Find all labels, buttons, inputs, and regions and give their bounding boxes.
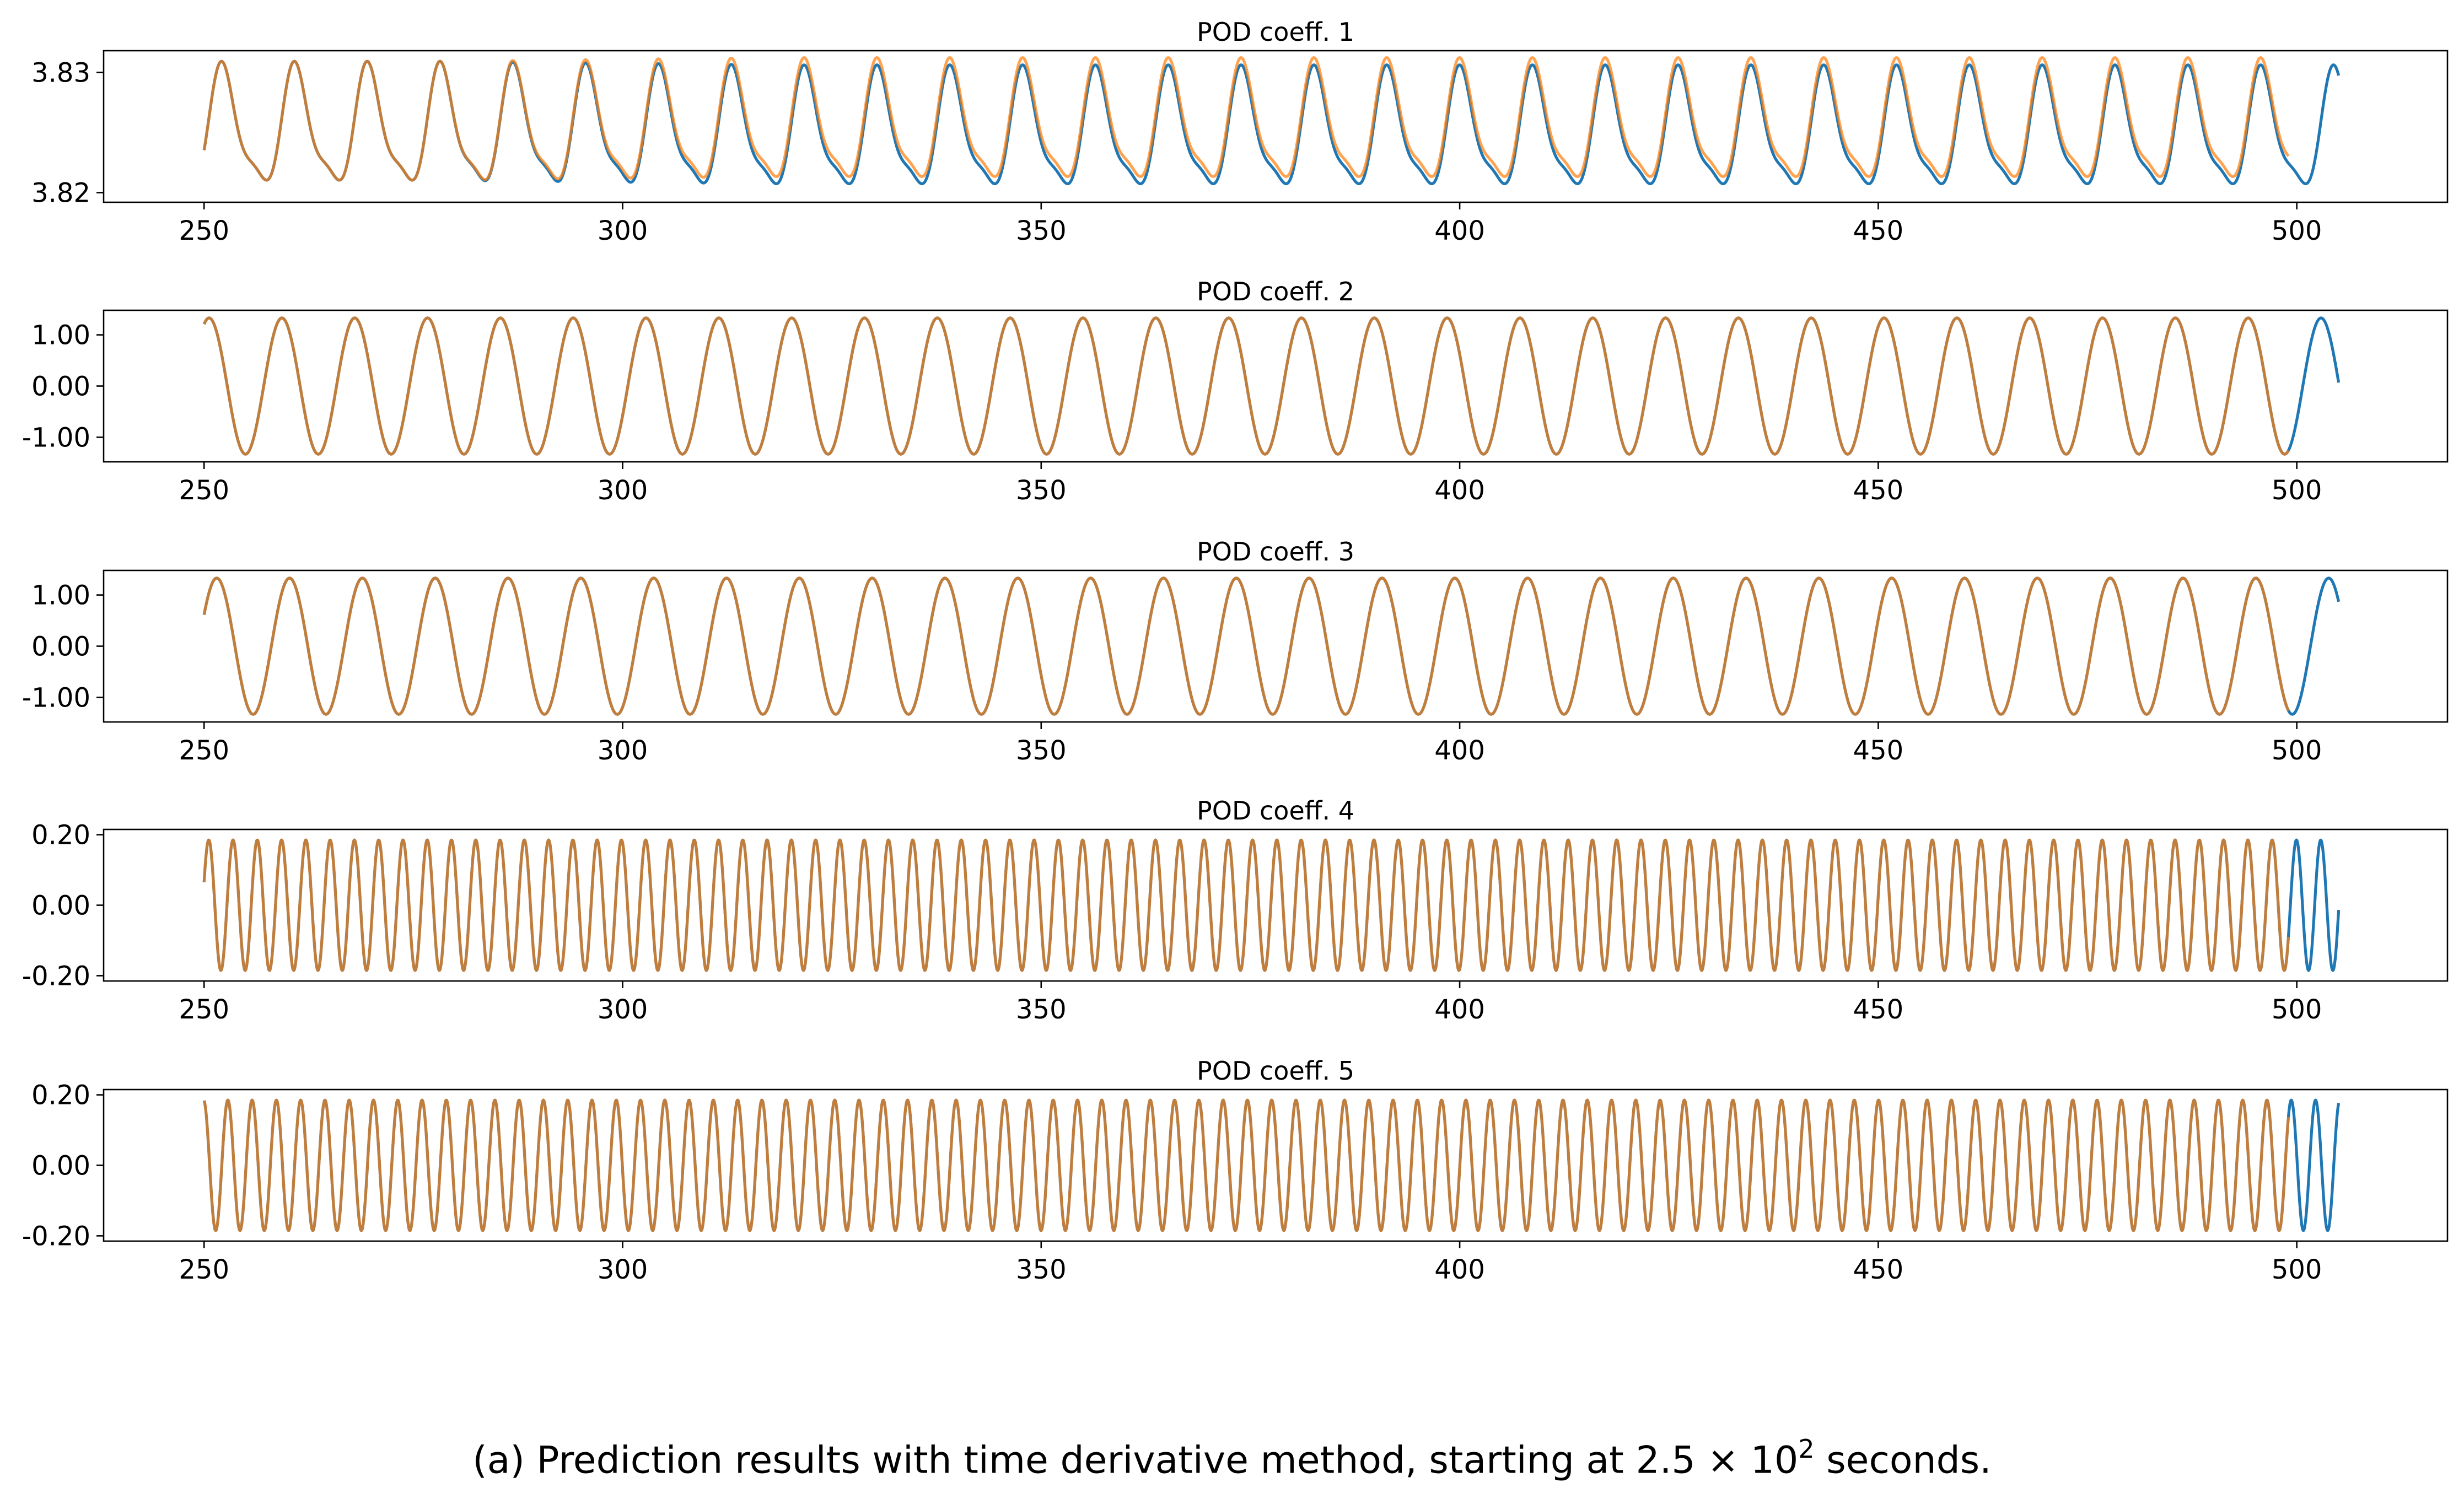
- subplot-title: POD coeff. 4: [1197, 796, 1354, 826]
- subplot-title: POD coeff. 2: [1197, 277, 1354, 306]
- caption-prefix: (a) Prediction results with time derivat…: [472, 1438, 1799, 1483]
- y-tick-label: 0.20: [31, 820, 90, 851]
- x-tick-label: 400: [1434, 475, 1485, 506]
- subplot-5: POD coeff. 5 250 300 350 400 450 500 0.20 0.00 -0…: [22, 1056, 2449, 1285]
- x-tick-label: 250: [179, 1254, 229, 1285]
- y-tick-label: 0.00: [31, 1151, 90, 1182]
- caption-exponent: 2: [1798, 1434, 1815, 1464]
- x-tick-label: 500: [2272, 994, 2322, 1025]
- subplot-title: POD coeff. 1: [1197, 17, 1354, 47]
- x-tick-label: 250: [179, 475, 229, 506]
- subplot-4: POD coeff. 4 250 300 350 400 450 500 0.20 0.00 -0…: [22, 796, 2449, 1025]
- series-line-blue: [202, 60, 2341, 185]
- x-tick-label: 300: [598, 994, 648, 1025]
- x-tick-label: 450: [1853, 735, 1904, 766]
- y-tick-label: 0.00: [31, 632, 90, 662]
- x-tick-label: 450: [1853, 475, 1904, 506]
- x-tick-label: 300: [598, 1254, 648, 1285]
- subplot-title: POD coeff. 5: [1197, 1056, 1354, 1086]
- series-line-orange: [202, 838, 2290, 972]
- series-line-orange: [202, 576, 2290, 716]
- subplot-3: POD coeff. 3 250 300 350 400 450 500 1.00 0.00 -1…: [22, 537, 2449, 766]
- series-line-orange: [202, 1098, 2290, 1232]
- y-tick-label: -0.20: [22, 1221, 90, 1252]
- x-tick-label: 400: [1434, 994, 1485, 1025]
- y-tick-label: -1.00: [22, 682, 90, 713]
- x-tick-label: 450: [1853, 215, 1904, 246]
- y-tick-label: 3.82: [31, 178, 90, 209]
- y-tick-label: 0.00: [31, 371, 90, 402]
- series-line-orange: [202, 56, 2290, 182]
- x-tick-label: 350: [1016, 735, 1067, 766]
- subplot-title: POD coeff. 3: [1197, 537, 1354, 567]
- figure-caption: (a) Prediction results with time derivat…: [0, 1434, 2464, 1483]
- x-tick-label: 300: [598, 215, 648, 246]
- y-tick-label: 3.83: [31, 57, 90, 88]
- caption-suffix: seconds.: [1814, 1438, 1992, 1483]
- x-tick-label: 250: [179, 994, 229, 1025]
- y-tick-label: 0.00: [31, 891, 90, 921]
- subplot-1: POD coeff. 1 250 300 350 400 450 500 3.82 3.83: [31, 17, 2449, 246]
- x-tick-label: 350: [1016, 215, 1067, 246]
- x-tick-label: 350: [1016, 475, 1067, 506]
- y-tick-label: 0.20: [31, 1080, 90, 1111]
- x-tick-label: 500: [2272, 215, 2322, 246]
- series-line-blue: [202, 316, 2341, 456]
- x-tick-label: 500: [2272, 1254, 2322, 1285]
- x-tick-label: 500: [2272, 475, 2322, 506]
- x-tick-label: 450: [1853, 994, 1904, 1025]
- series-line-orange: [202, 316, 2290, 456]
- x-tick-label: 350: [1016, 1254, 1067, 1285]
- x-tick-label: 400: [1434, 1254, 1485, 1285]
- y-tick-label: -0.20: [22, 961, 90, 991]
- x-tick-label: 500: [2272, 735, 2322, 766]
- x-tick-label: 300: [598, 735, 648, 766]
- x-tick-label: 250: [179, 215, 229, 246]
- x-tick-label: 450: [1853, 1254, 1904, 1285]
- y-tick-label: -1.00: [22, 422, 90, 453]
- subplot-2: POD coeff. 2 250 300 350 400 450 500 1.00 0.00 -1…: [22, 277, 2449, 506]
- y-tick-label: 1.00: [31, 320, 90, 351]
- x-tick-label: 300: [598, 475, 648, 506]
- x-tick-label: 350: [1016, 994, 1067, 1025]
- x-tick-label: 250: [179, 735, 229, 766]
- axes-frame: [103, 50, 2449, 203]
- y-tick-label: 1.00: [31, 580, 90, 611]
- axes-frame: [103, 569, 2449, 723]
- x-tick-label: 400: [1434, 215, 1485, 246]
- x-tick-label: 400: [1434, 735, 1485, 766]
